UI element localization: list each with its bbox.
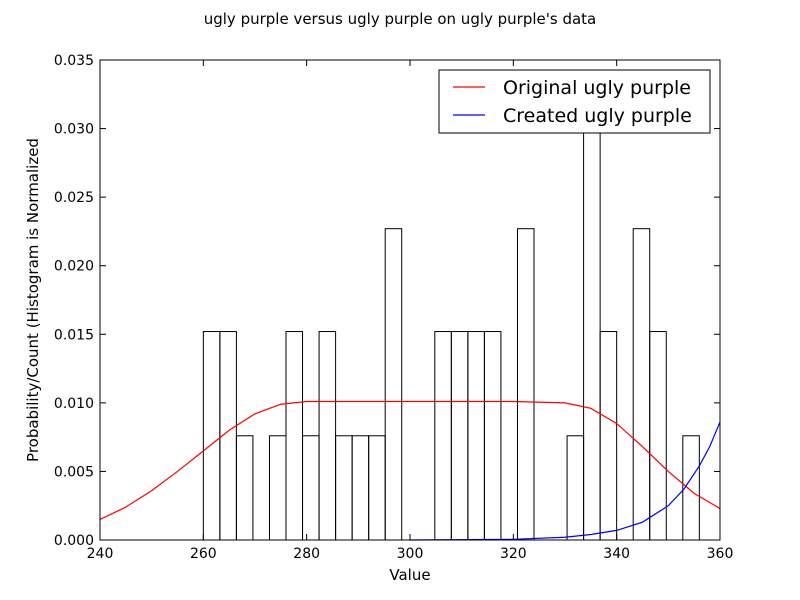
y-tick-label: 0.030 (54, 122, 94, 138)
x-tick-label: 360 (707, 546, 734, 562)
x-tick-label: 280 (293, 546, 320, 562)
y-tick-label: 0.005 (54, 464, 94, 480)
y-axis-label: Probability/Count (Histogram is Normaliz… (24, 138, 42, 462)
x-tick-label: 340 (603, 546, 630, 562)
series-lines (99, 400, 721, 541)
x-tick-label: 260 (190, 546, 217, 562)
y-tick-label: 0.000 (54, 533, 94, 549)
plot-area: 240 260 280 300 320 340 360 0.0000.0050.0100.0… (54, 53, 733, 562)
y-axis-ticks: 0.000 0.005 0.010 0.015 0.020 0.025 0.030 0.035 (54, 53, 720, 549)
x-tick-label: 240 (87, 546, 114, 562)
y-tick-label: 0.020 (54, 259, 94, 275)
x-axis-ticks: 240 260 280 300 320 340 360 (87, 60, 734, 562)
chart-title: ugly purple versus ugly purple on ugly p… (204, 10, 597, 28)
y-tick-label: 0.015 (54, 327, 94, 343)
legend-box (438, 69, 711, 134)
series-line-1 (99, 400, 721, 520)
legend-label-1: Original ugly purple (503, 77, 691, 99)
x-tick-label: 320 (500, 546, 527, 562)
legend-label-2: Created ugly purple (503, 105, 692, 127)
series-line-2 (409, 421, 721, 541)
y-tick-label: 0.010 (54, 396, 94, 412)
x-tick-label: 300 (397, 546, 424, 562)
legend: Original ugly purple Created ugly purple (438, 69, 711, 134)
x-axis-label: Value (389, 566, 430, 584)
y-tick-label: 0.035 (54, 53, 94, 69)
y-tick-label: 0.025 (54, 190, 94, 206)
